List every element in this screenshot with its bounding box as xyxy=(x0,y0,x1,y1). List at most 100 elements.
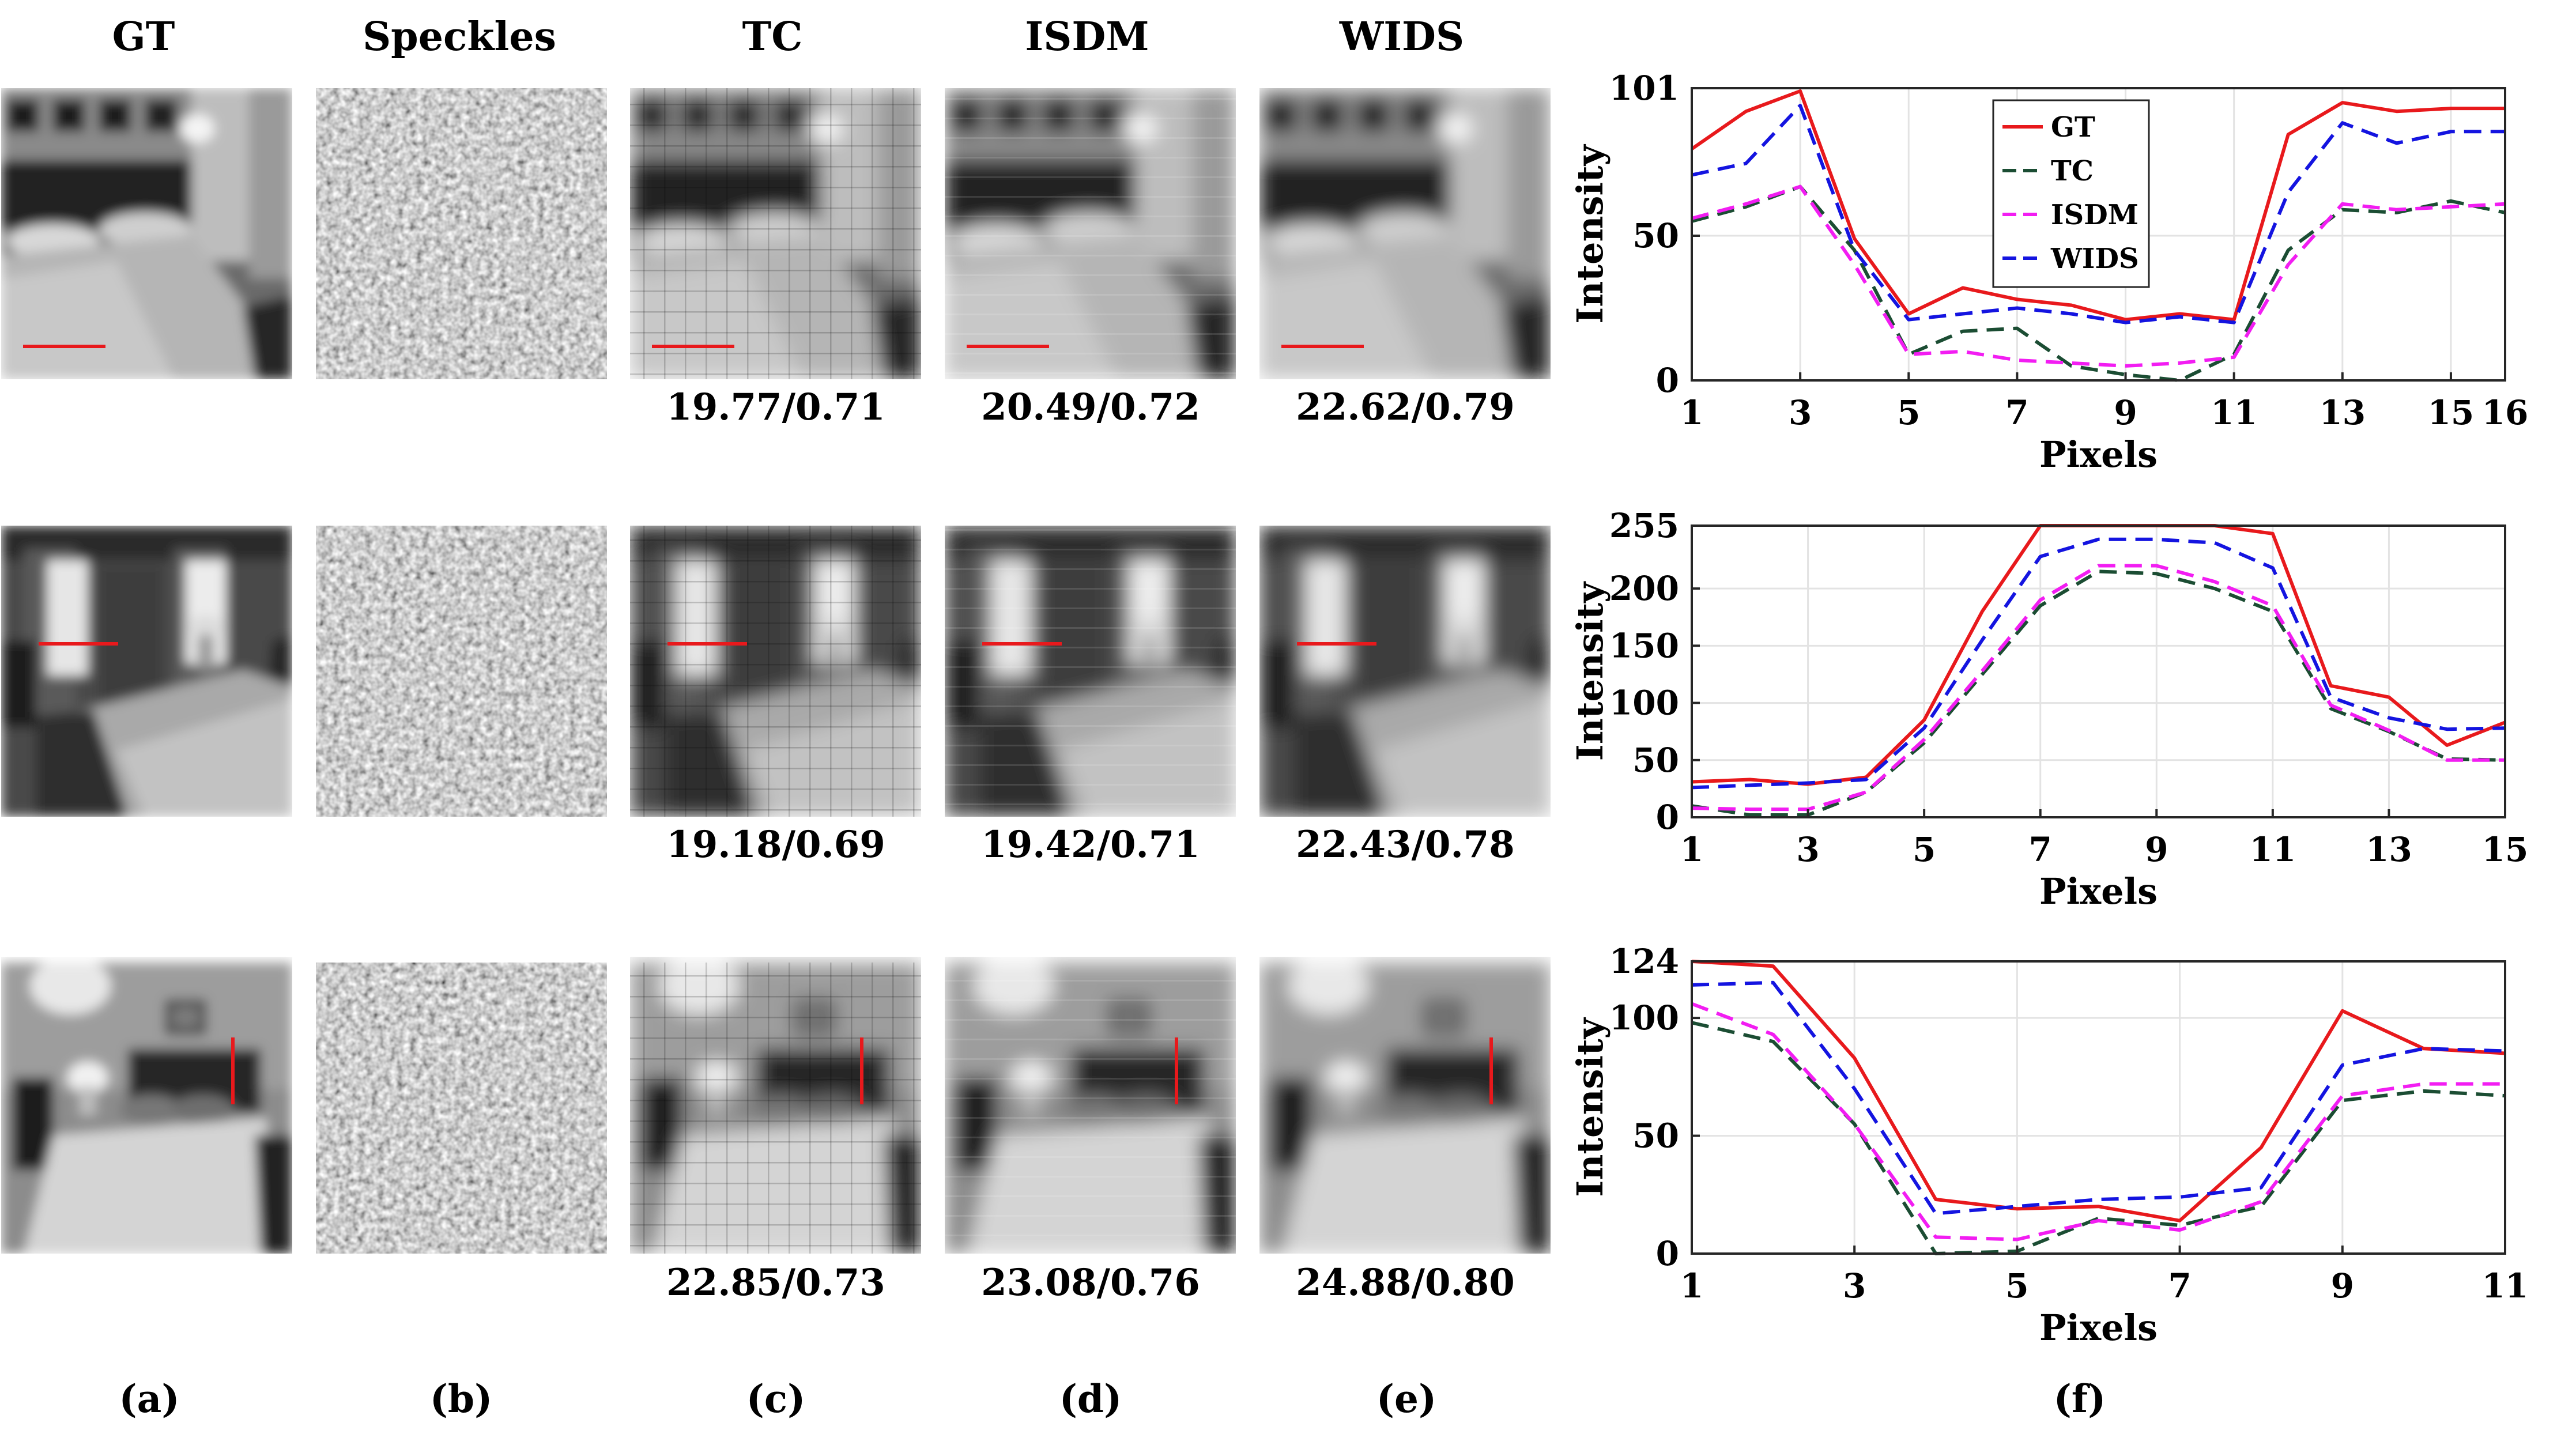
x-tick-label: 11 xyxy=(2211,393,2257,432)
series-line-gt xyxy=(1691,89,2505,322)
subfigure-label-c: (c) xyxy=(746,1376,806,1421)
y-axis-label: Intensity xyxy=(1569,144,1611,323)
series-line-isdm xyxy=(1691,1002,2505,1241)
x-tick-label: 1 xyxy=(1680,830,1703,869)
x-tick-label: 7 xyxy=(2029,830,2052,869)
metric-wids-row-2: 22.43/0.78 xyxy=(1296,823,1515,866)
tc-image-1 xyxy=(630,88,921,379)
column-header-tc: TC xyxy=(742,14,803,60)
plot-frame xyxy=(1691,960,2506,1255)
x-tick-label: 9 xyxy=(2114,393,2137,432)
x-tick-label: 9 xyxy=(2331,1266,2354,1305)
plot-frame xyxy=(1691,524,2506,818)
metric-tc-row-2: 19.18/0.69 xyxy=(666,823,885,866)
gt-image-2 xyxy=(1,526,292,817)
y-tick-label: 124 xyxy=(1609,942,1679,981)
image-row-3 xyxy=(1,963,1551,1254)
x-tick-label: 13 xyxy=(2319,393,2366,432)
isdm-image-3 xyxy=(945,963,1236,1254)
x-axis-label: Pixels xyxy=(2039,870,2158,912)
wids-image-3 xyxy=(1259,963,1551,1254)
subfigure-label-d: (d) xyxy=(1059,1376,1122,1421)
legend-label-tc: TC xyxy=(2051,155,2094,187)
y-tick-label: 100 xyxy=(1609,684,1679,723)
column-headers: GT Speckles TC ISDM WIDS xyxy=(112,14,1464,60)
x-tick-label: 5 xyxy=(1897,393,1920,432)
isdm-image-2 xyxy=(945,526,1236,817)
x-tick-label: 3 xyxy=(1796,830,1819,869)
metric-tc-row-3: 22.85/0.73 xyxy=(666,1261,885,1304)
plot-area xyxy=(1692,526,2505,817)
x-tick-label: 16 xyxy=(2482,393,2529,432)
x-axis-label: Pixels xyxy=(2039,1307,2158,1349)
column-header-wids: WIDS xyxy=(1339,14,1464,60)
x-tick-label: 11 xyxy=(2482,1266,2529,1305)
column-header-isdm: ISDM xyxy=(1025,14,1149,60)
metric-isdm-row-2: 19.42/0.71 xyxy=(981,823,1200,866)
x-tick-label: 9 xyxy=(2145,830,2168,869)
legend-box xyxy=(1992,99,2150,288)
x-tick-label: 7 xyxy=(2168,1266,2191,1305)
y-tick-label: 50 xyxy=(1632,741,1679,780)
subfigure-label-b: (b) xyxy=(430,1376,493,1421)
wids-image-2 xyxy=(1259,526,1551,817)
series-line-wids xyxy=(1691,104,2505,324)
y-tick-label: 101 xyxy=(1609,69,1679,108)
plot-frame xyxy=(1691,87,2506,382)
series-line-gt xyxy=(1691,960,2506,1222)
isdm-image-1 xyxy=(945,88,1236,379)
x-tick-label: 5 xyxy=(1913,830,1936,869)
x-axis-label: Pixels xyxy=(2039,433,2158,476)
gt-image-3 xyxy=(1,963,292,1254)
subfigure-labels: (a) (b) (c) (d) (e) (f) xyxy=(119,1376,2106,1421)
wids-image-1 xyxy=(1259,88,1551,379)
tc-image-3 xyxy=(630,963,921,1254)
x-tick-label: 3 xyxy=(1843,1266,1866,1305)
x-tick-label: 5 xyxy=(2005,1266,2028,1305)
subfigure-label-f: (f) xyxy=(2054,1376,2106,1421)
series-line-wids xyxy=(1691,537,2506,790)
series-line-isdm xyxy=(1691,564,2505,812)
series-line-wids xyxy=(1691,980,2506,1216)
x-tick-label: 3 xyxy=(1789,393,1812,432)
series-line-tc xyxy=(1691,569,2506,817)
image-row-2 xyxy=(1,526,1551,817)
speckle-image-1 xyxy=(316,88,607,379)
subfigure-label-e: (e) xyxy=(1376,1376,1436,1421)
legend-label-gt: GT xyxy=(2051,111,2095,144)
legend-label-isdm: ISDM xyxy=(2051,199,2139,231)
chart-legend: GT TC ISDM WIDS xyxy=(1992,99,2150,288)
speckle-image-3 xyxy=(316,963,607,1254)
y-tick-label: 0 xyxy=(1656,361,1679,400)
tc-image-2 xyxy=(630,526,921,817)
y-tick-label: 100 xyxy=(1609,998,1679,1037)
x-tick-label: 13 xyxy=(2366,830,2412,869)
metric-wids-row-3: 24.88/0.80 xyxy=(1296,1261,1515,1304)
metric-wids-row-1: 22.62/0.79 xyxy=(1296,386,1515,429)
metric-tc-row-1: 19.77/0.71 xyxy=(666,386,885,429)
speckle-image-2 xyxy=(316,526,607,817)
x-tick-label: 1 xyxy=(1680,393,1703,432)
intensity-profile-chart-3: 1 3 5 7 9 11 0 50 100 124 Pixels Intensity xyxy=(1569,942,2528,1349)
x-tick-label: 11 xyxy=(2249,830,2296,869)
metric-isdm-row-1: 20.49/0.72 xyxy=(981,386,1200,429)
column-header-gt: GT xyxy=(112,14,175,60)
plot-area xyxy=(1692,961,2505,1254)
series-line-isdm xyxy=(1691,184,2506,368)
y-tick-label: 0 xyxy=(1656,1234,1679,1273)
x-tick-label: 1 xyxy=(1680,1266,1703,1305)
metric-isdm-row-3: 23.08/0.76 xyxy=(981,1261,1200,1304)
y-axis-label: Intensity xyxy=(1569,1017,1611,1197)
y-axis-label: Intensity xyxy=(1569,581,1611,761)
column-header-speckles: Speckles xyxy=(363,14,556,60)
y-tick-label: 50 xyxy=(1632,1116,1679,1156)
x-tick-label: 15 xyxy=(2428,393,2475,432)
legend-label-wids: WIDS xyxy=(2050,243,2139,275)
gt-image-1 xyxy=(1,88,292,379)
y-tick-label: 0 xyxy=(1656,798,1679,837)
y-tick-label: 50 xyxy=(1632,216,1679,255)
y-tick-label: 150 xyxy=(1609,626,1679,665)
x-tick-label: 15 xyxy=(2482,830,2529,869)
image-row-1 xyxy=(1,88,1551,379)
